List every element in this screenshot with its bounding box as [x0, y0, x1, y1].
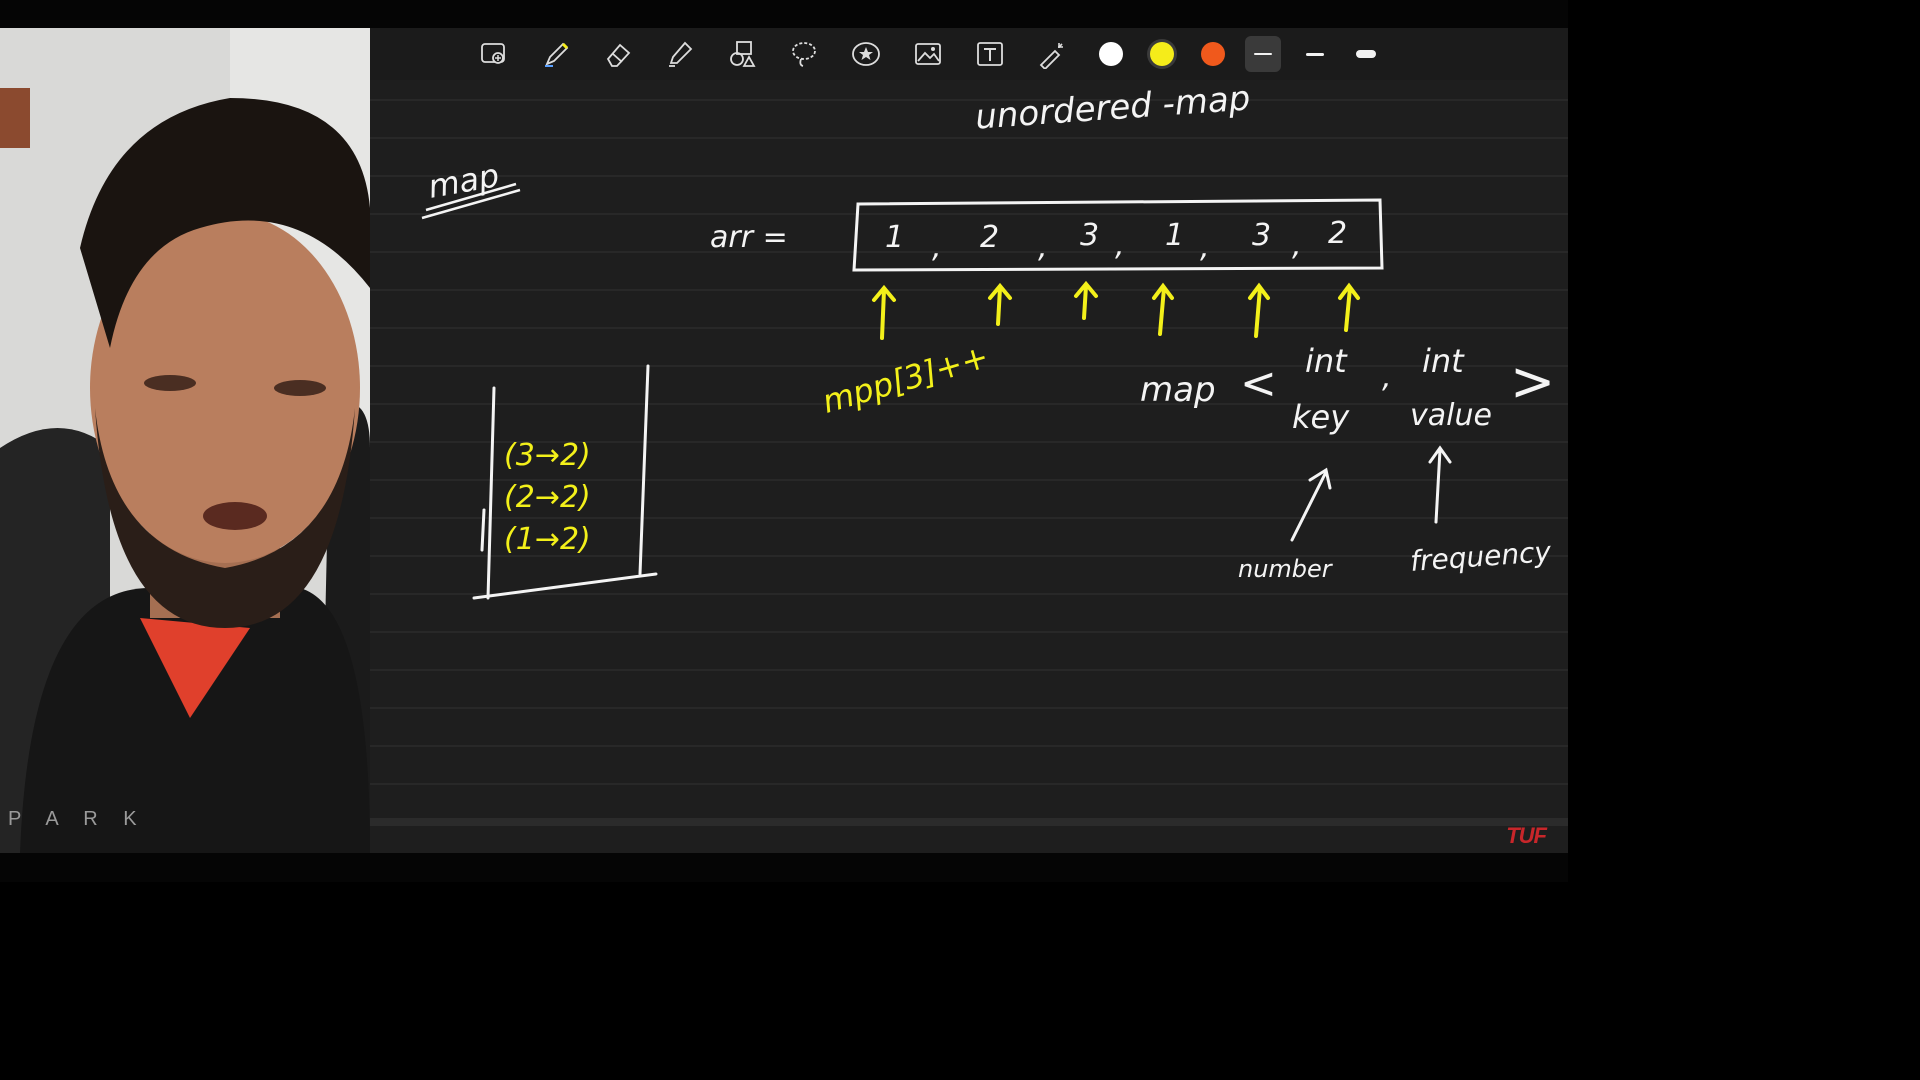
color-swatch-yellow[interactable] [1150, 42, 1174, 66]
array-comma: , [1038, 230, 1048, 265]
map-entry: (3→2) [504, 438, 591, 473]
array-value: 3 [1252, 218, 1272, 253]
map-entry: (1→2) [504, 522, 591, 557]
array-comma: , [1200, 230, 1210, 265]
pen-tool-button[interactable] [538, 36, 574, 72]
eraser-tool-icon [606, 43, 631, 67]
map-entry-key: 3 [515, 438, 535, 473]
title-underline [421, 182, 521, 220]
stroke-width-medium[interactable] [1297, 42, 1333, 66]
array-value: 1 [1165, 218, 1185, 253]
type-comma: , [1382, 360, 1392, 395]
array-value: 1 [885, 220, 905, 255]
wall-text: P A R K [8, 808, 147, 830]
video-frame: P A R K [0, 0, 1568, 882]
map-entry-key: 2 [515, 480, 535, 515]
sticker-tool-icon [852, 42, 880, 66]
pen-tool-icon [545, 42, 569, 67]
map-container [472, 364, 658, 600]
horizontal-scrollbar[interactable] [370, 818, 1568, 826]
array-label: arr = [710, 220, 788, 255]
array-comma: , [1292, 228, 1302, 263]
array-value: 3 [1080, 218, 1100, 253]
presenter-image [0, 28, 370, 853]
drawing-toolbar [370, 28, 1568, 80]
top-letterbox [0, 0, 1568, 28]
laser-pointer-tool-icon [1039, 43, 1063, 69]
map-entry-value: 2 [559, 438, 580, 473]
stroke-width-thin[interactable] [1245, 36, 1281, 72]
array-comma: , [932, 230, 942, 265]
map-entry-value: 2 [559, 480, 580, 515]
highlighter-tool-button[interactable] [662, 36, 698, 72]
value-label: value [1410, 398, 1492, 433]
key-label: key [1292, 398, 1350, 436]
map-entries: (3→2) (2→2) (1→2) [504, 438, 591, 564]
iteration-arrows [872, 280, 1360, 340]
highlighter-tool-icon [669, 41, 693, 67]
ruled-lines [370, 99, 1568, 785]
angle-open: < [1240, 358, 1277, 409]
sticker-tool-button[interactable] [848, 36, 884, 72]
shapes-tool-icon [730, 41, 756, 67]
text-tool-button[interactable] [972, 36, 1008, 72]
shapes-tool-button[interactable] [724, 36, 760, 72]
array-value: 2 [980, 220, 1000, 255]
zoom-tool-icon [481, 43, 505, 64]
map-keyword: map [1140, 370, 1216, 410]
type-value: int [1422, 342, 1464, 380]
type-key: int [1305, 342, 1347, 380]
key-caption: number [1238, 555, 1332, 583]
array-box [852, 198, 1384, 272]
webcam-overlay: P A R K [0, 28, 370, 853]
eraser-tool-button[interactable] [600, 36, 636, 72]
map-entry: (2→2) [504, 480, 591, 515]
array-value: 2 [1328, 216, 1348, 251]
stroke-width-thick[interactable] [1348, 42, 1384, 66]
map-entry-key: 1 [515, 522, 535, 557]
zoom-tool-button[interactable] [476, 36, 512, 72]
image-tool-button[interactable] [910, 36, 946, 72]
lasso-tool-button[interactable] [786, 36, 822, 72]
angle-close: > [1510, 350, 1556, 413]
map-entry-value: 2 [559, 522, 580, 557]
color-swatch-white[interactable] [1099, 42, 1123, 66]
color-swatch-orange[interactable] [1201, 42, 1225, 66]
lasso-tool-icon [792, 42, 816, 67]
laser-pointer-tool-button[interactable] [1034, 36, 1070, 72]
annotation-arrows [1290, 445, 1452, 542]
note-canvas[interactable]: unordered -map map arr = 1 , 2 , 3 , 1 ,… [370, 28, 1568, 853]
text-tool-icon [977, 42, 1003, 66]
ruled-page[interactable]: unordered -map map arr = 1 , 2 , 3 , 1 ,… [370, 78, 1568, 820]
bottom-letterbox [0, 853, 1568, 882]
channel-logo: TUF [1506, 823, 1547, 848]
array-comma: , [1115, 228, 1125, 263]
image-tool-icon [915, 43, 941, 65]
